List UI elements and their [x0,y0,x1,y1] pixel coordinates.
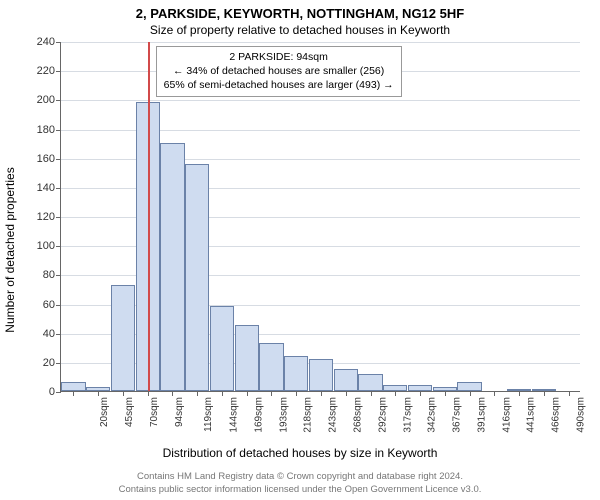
histogram-bar [284,356,308,391]
plot-area: 02040608010012014016018020022024020sqm45… [60,42,580,392]
x-tick-mark [395,391,396,396]
gridline [61,100,580,101]
x-tick-label: 391sqm [476,397,487,433]
y-tick-label: 140 [37,182,55,194]
x-tick-label: 45sqm [124,397,135,427]
y-tick-label: 100 [37,240,55,252]
histogram-bar [235,325,259,391]
histogram-bar [358,374,382,392]
histogram-bar [185,164,209,392]
y-tick-label: 20 [43,357,55,369]
y-tick-mark [56,42,61,43]
x-tick-label: 292sqm [377,397,388,433]
x-tick-label: 441sqm [526,397,537,433]
y-axis-label: Number of detached properties [3,167,17,332]
x-tick-mark [172,391,173,396]
histogram-bar [457,382,481,391]
x-tick-label: 169sqm [254,397,265,433]
x-tick-label: 193sqm [278,397,289,433]
chart-title-sub: Size of property relative to detached ho… [0,23,600,37]
x-tick-mark [346,391,347,396]
histogram-bar [160,143,184,391]
x-tick-mark [445,391,446,396]
x-tick-label: 466sqm [551,397,562,433]
x-tick-mark [494,391,495,396]
x-tick-mark [569,391,570,396]
x-tick-label: 243sqm [328,397,339,433]
y-tick-mark [56,305,61,306]
y-tick-mark [56,188,61,189]
x-tick-label: 70sqm [149,397,160,427]
histogram-bar [309,359,333,391]
histogram-bar [210,306,234,391]
x-tick-label: 218sqm [303,397,314,433]
x-tick-mark [420,391,421,396]
y-tick-label: 220 [37,65,55,77]
annotation-line-2: ← 34% of detached houses are smaller (25… [164,64,394,78]
chart-container: 2, PARKSIDE, KEYWORTH, NOTTINGHAM, NG12 … [0,0,600,500]
y-tick-label: 40 [43,328,55,340]
x-tick-mark [296,391,297,396]
y-tick-label: 240 [37,36,55,48]
x-tick-label: 342sqm [427,397,438,433]
histogram-bar [259,343,283,391]
x-tick-mark [123,391,124,396]
x-tick-mark [73,391,74,396]
x-tick-label: 119sqm [203,397,214,432]
x-tick-mark [247,391,248,396]
y-tick-mark [56,71,61,72]
footer-line-2: Contains public sector information licen… [0,484,600,496]
annotation-box: 2 PARKSIDE: 94sqm ← 34% of detached hous… [156,46,402,97]
y-tick-label: 60 [43,299,55,311]
x-tick-label: 268sqm [353,397,364,433]
y-tick-label: 200 [37,94,55,106]
x-tick-mark [519,391,520,396]
y-tick-mark [56,130,61,131]
x-tick-mark [197,391,198,396]
x-tick-mark [321,391,322,396]
y-tick-label: 160 [37,153,55,165]
y-tick-mark [56,100,61,101]
chart-title-main: 2, PARKSIDE, KEYWORTH, NOTTINGHAM, NG12 … [0,6,600,21]
y-tick-mark [56,275,61,276]
x-tick-label: 144sqm [229,397,240,433]
x-tick-mark [148,391,149,396]
x-tick-mark [470,391,471,396]
y-tick-mark [56,334,61,335]
y-tick-label: 80 [43,269,55,281]
y-tick-mark [56,363,61,364]
y-tick-label: 180 [37,124,55,136]
y-tick-label: 0 [49,386,55,398]
y-tick-mark [56,217,61,218]
annotation-line-1: 2 PARKSIDE: 94sqm [164,50,394,64]
x-tick-mark [271,391,272,396]
x-tick-mark [371,391,372,396]
x-tick-label: 490sqm [575,397,586,433]
property-marker-line [148,42,150,391]
histogram-bar [334,369,358,391]
footer-attribution: Contains HM Land Registry data © Crown c… [0,471,600,496]
x-tick-mark [222,391,223,396]
x-tick-label: 367sqm [452,397,463,433]
histogram-bar [111,285,135,391]
x-tick-label: 416sqm [501,397,512,433]
y-tick-label: 120 [37,211,55,223]
x-tick-label: 20sqm [99,397,110,427]
gridline [61,42,580,43]
y-tick-mark [56,246,61,247]
y-tick-mark [56,392,61,393]
histogram-bar [61,382,85,391]
annotation-line-3: 65% of semi-detached houses are larger (… [164,78,394,92]
x-tick-mark [98,391,99,396]
footer-line-1: Contains HM Land Registry data © Crown c… [0,471,600,483]
x-tick-label: 94sqm [174,397,185,427]
x-tick-mark [544,391,545,396]
x-tick-label: 317sqm [402,397,413,433]
y-tick-mark [56,159,61,160]
x-axis-label: Distribution of detached houses by size … [0,446,600,460]
